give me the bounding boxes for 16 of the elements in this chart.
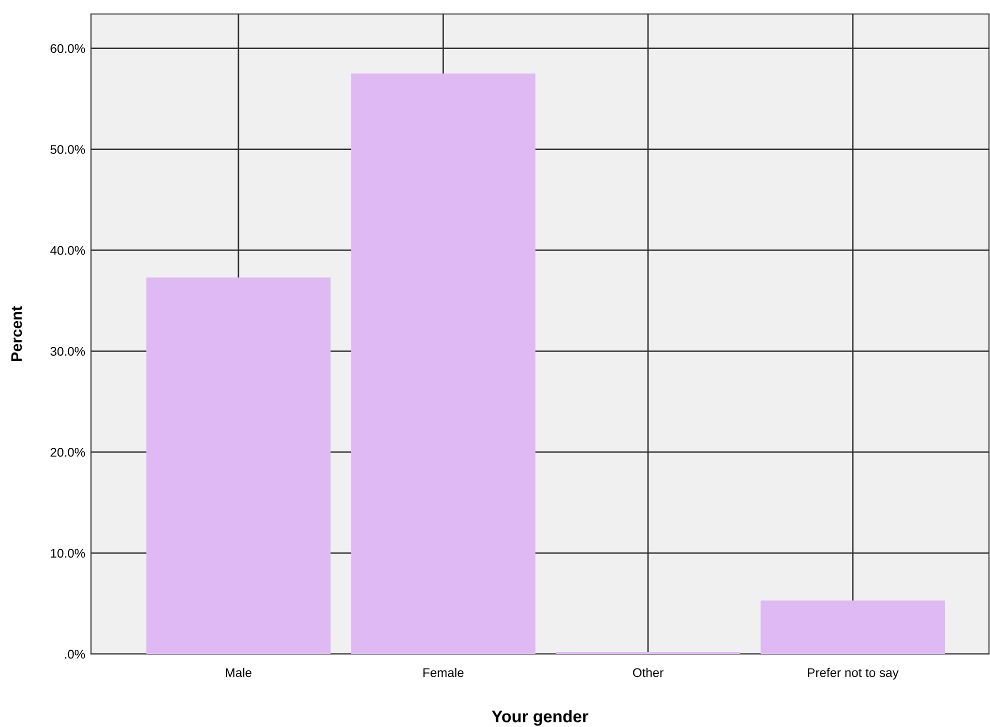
y-tick-label: 60.0% [50, 44, 85, 53]
x-tick-label: Other [632, 668, 664, 678]
x-axis-title: Your gender [492, 710, 588, 726]
x-tick-label: Prefer not to say [808, 668, 899, 680]
x-tick-label: Male [226, 668, 252, 678]
y-tick-label: .0% [65, 650, 85, 659]
bar [760, 600, 945, 654]
y-axis-title: Percent [11, 306, 22, 361]
x-tick-label: Female [423, 668, 464, 678]
y-tick-label: 20.0% [50, 448, 85, 457]
y-tick-label: 10.0% [50, 548, 85, 558]
y-tick-label: 40.0% [50, 246, 85, 255]
bar [351, 74, 536, 654]
y-tick-label: 50.0% [50, 145, 85, 154]
bar [146, 277, 331, 654]
y-tick-label: 30.0% [50, 346, 85, 356]
